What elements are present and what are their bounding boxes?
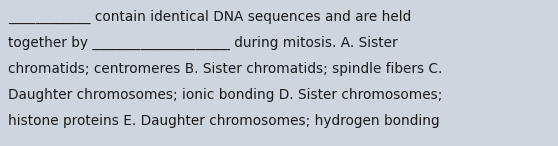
Text: chromatids; centromeres B. Sister chromatids; spindle fibers C.: chromatids; centromeres B. Sister chroma… bbox=[8, 62, 442, 76]
Text: histone proteins E. Daughter chromosomes; hydrogen bonding: histone proteins E. Daughter chromosomes… bbox=[8, 114, 440, 128]
Text: Daughter chromosomes; ionic bonding D. Sister chromosomes;: Daughter chromosomes; ionic bonding D. S… bbox=[8, 88, 442, 102]
Text: ____________ contain identical DNA sequences and are held: ____________ contain identical DNA seque… bbox=[8, 10, 411, 24]
Text: together by ____________________ during mitosis. A. Sister: together by ____________________ during … bbox=[8, 36, 398, 50]
